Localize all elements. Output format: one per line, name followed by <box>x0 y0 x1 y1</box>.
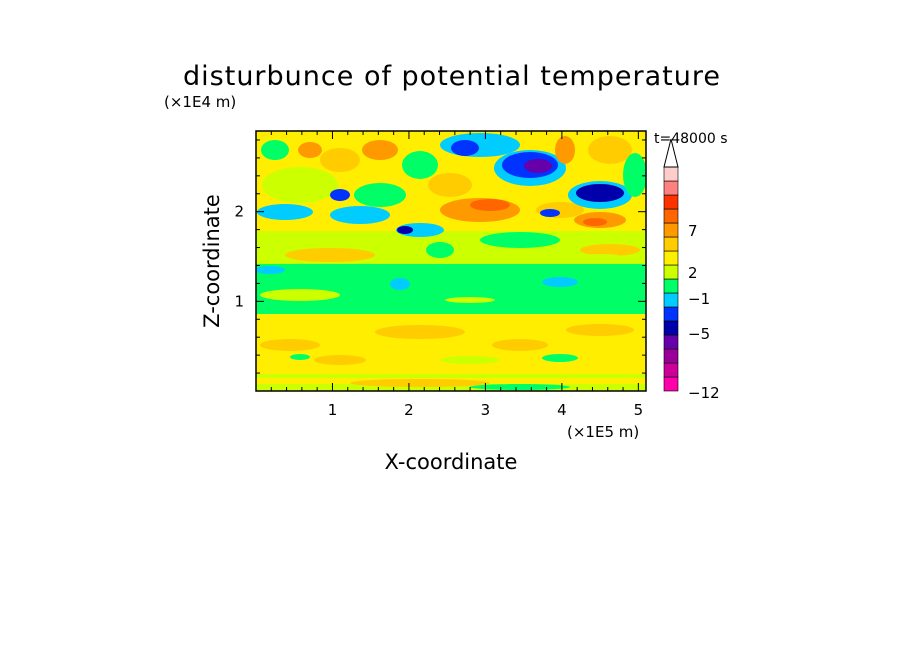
colorbar-swatch <box>663 348 679 364</box>
x-unit-label: (×1E5 m) <box>567 423 639 441</box>
blob <box>566 324 634 336</box>
x-tick-label: 3 <box>481 401 491 419</box>
x-tick-label: 2 <box>404 401 414 419</box>
blob <box>375 325 465 339</box>
blob <box>451 140 479 156</box>
band-lower <box>256 312 646 374</box>
colorbar-swatch <box>663 222 679 238</box>
blob <box>623 153 646 197</box>
colorbar-extend-arrow <box>663 138 679 168</box>
colorbar-swatch <box>663 208 679 224</box>
blob <box>524 159 552 173</box>
colorbar-swatch <box>663 236 679 252</box>
colorbar-tick-label: −12 <box>688 384 720 402</box>
blob <box>285 248 375 262</box>
blob <box>480 232 560 248</box>
plot-frame <box>255 130 647 392</box>
blob <box>492 339 548 351</box>
blob <box>428 173 472 197</box>
blob <box>580 244 640 256</box>
blob <box>261 140 289 160</box>
x-tick-label: 1 <box>328 401 338 419</box>
blob <box>314 355 366 365</box>
colorbar-swatch <box>663 166 679 182</box>
blob <box>542 354 578 362</box>
colorbar-swatch <box>663 376 679 392</box>
blob <box>330 206 390 224</box>
band-middle <box>256 262 646 314</box>
colorbar-swatch <box>663 250 679 266</box>
blob <box>402 151 438 179</box>
blob <box>426 242 454 258</box>
x-tick-label: 5 <box>634 401 644 419</box>
blob <box>470 199 510 211</box>
blob <box>440 356 500 364</box>
blob <box>440 133 520 157</box>
blob <box>260 339 320 351</box>
blob <box>298 142 322 158</box>
blob <box>470 384 570 390</box>
blob <box>262 167 338 203</box>
y-tick-label: 1 <box>234 292 244 310</box>
colorbar-swatch <box>663 180 679 196</box>
blob <box>350 379 490 387</box>
colorbar-swatch <box>663 306 679 322</box>
colorbar-swatch <box>663 278 679 294</box>
chart-title: disturbunce of potential temperature <box>183 61 721 92</box>
colorbar-swatch <box>663 292 679 308</box>
blob <box>257 204 313 220</box>
colorbar-tick-label: −5 <box>688 325 710 343</box>
colorbar-swatch <box>663 334 679 350</box>
y-axis-label: Z-coordinate <box>200 194 224 328</box>
blob <box>320 148 360 172</box>
blob <box>260 289 340 301</box>
y-tick-label: 2 <box>234 203 244 221</box>
blob <box>256 266 285 274</box>
colorbar-swatch <box>663 264 679 280</box>
blob <box>575 254 625 262</box>
contour-field <box>256 131 646 391</box>
colorbar: 7 2 −1 −5 −12 <box>663 138 720 402</box>
blob <box>390 278 410 290</box>
colorbar-swatch <box>663 320 679 336</box>
x-axis-label: X-coordinate <box>385 450 518 474</box>
blob <box>445 297 495 303</box>
blob <box>555 136 575 164</box>
time-label: t=48000 s <box>654 131 728 147</box>
blob <box>583 218 607 226</box>
colorbar-tick-label: 2 <box>688 264 698 282</box>
axis-ticks: 1 2 3 4 5 1 2 <box>234 131 646 419</box>
blob <box>576 184 624 202</box>
blob <box>540 209 560 217</box>
colorbar-tick-label: 7 <box>688 222 698 240</box>
blob <box>330 189 350 201</box>
colorbar-tick-label: −1 <box>688 290 710 308</box>
blob <box>542 277 578 287</box>
blob <box>362 140 398 160</box>
blob <box>397 226 413 234</box>
blob <box>588 136 632 164</box>
z-unit-label: (×1E4 m) <box>164 93 236 111</box>
colorbar-swatch <box>663 362 679 378</box>
blob <box>354 183 406 207</box>
colorbar-swatch <box>663 194 679 210</box>
x-tick-label: 4 <box>557 401 567 419</box>
blob <box>290 354 310 360</box>
